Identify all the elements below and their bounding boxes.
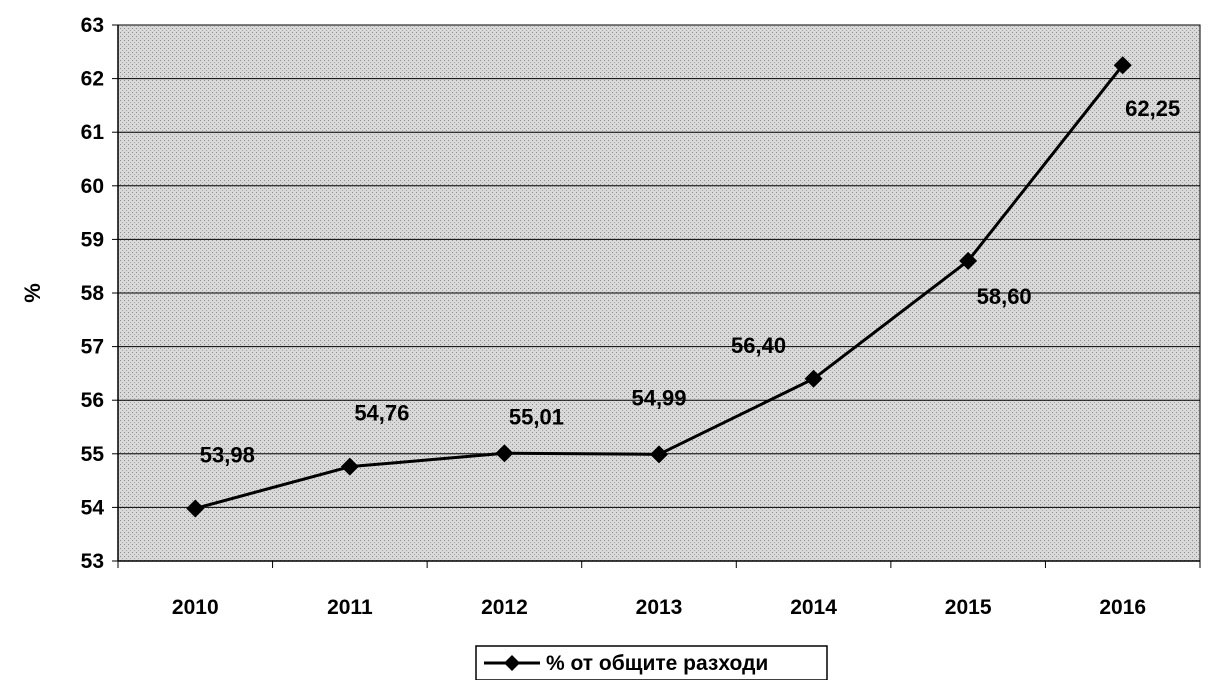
- data-point-marker: [495, 444, 514, 463]
- data-point-marker: [1113, 56, 1132, 75]
- data-label: 55,01: [509, 404, 564, 429]
- y-tick-label: 60: [81, 175, 104, 198]
- x-tick-label: 2010: [172, 596, 219, 619]
- x-tick-labels: 2010 2011 2012 2013 2014 2015 2016: [172, 596, 1146, 619]
- x-tick-label: 2016: [1099, 596, 1146, 619]
- y-tick-label: 55: [81, 443, 105, 466]
- y-tick-label: 63: [81, 14, 104, 37]
- x-tick-label: 2014: [790, 596, 837, 619]
- y-tick-label: 59: [81, 228, 104, 251]
- y-tick-label: 53: [81, 550, 104, 573]
- legend-marker-swatch: [504, 655, 520, 671]
- data-point-marker: [340, 457, 359, 476]
- x-tick-label: 2011: [327, 596, 373, 619]
- data-label: 54,76: [354, 401, 409, 426]
- x-tick-label: 2013: [636, 596, 683, 619]
- data-point-marker: [186, 499, 205, 518]
- y-tick-label: 61: [81, 121, 105, 144]
- y-tick-label: 62: [81, 68, 104, 91]
- data-point-marker: [650, 445, 668, 464]
- gridlines: [118, 78, 1200, 508]
- y-tick-labels: 53 54 55 56 57 58 59 60 61 62 63: [81, 14, 105, 573]
- legend-label: % от общите разходи: [546, 652, 768, 675]
- y-tick-label: 58: [81, 282, 105, 305]
- y-tick-label: 54: [81, 496, 105, 519]
- legend: % от общите разходи: [475, 645, 828, 680]
- data-labels: 53,98 54,76 55,01 54,99 56,40 58,60 62,25: [200, 96, 1180, 467]
- data-label: 58,60: [977, 284, 1032, 309]
- x-tick-label: 2012: [481, 596, 528, 619]
- y-axis-title: %: [20, 283, 45, 303]
- y-tick-label: 57: [81, 336, 104, 359]
- data-label: 56,40: [731, 333, 786, 358]
- data-markers: [186, 56, 1132, 518]
- axes: [112, 24, 1201, 568]
- y-tick-label: 56: [81, 389, 104, 412]
- data-label: 53,98: [200, 442, 255, 467]
- data-label: 62,25: [1125, 96, 1180, 121]
- data-point-marker: [804, 369, 823, 388]
- data-label: 54,99: [631, 385, 686, 410]
- data-point-marker: [959, 251, 978, 270]
- x-tick-label: 2015: [945, 596, 992, 619]
